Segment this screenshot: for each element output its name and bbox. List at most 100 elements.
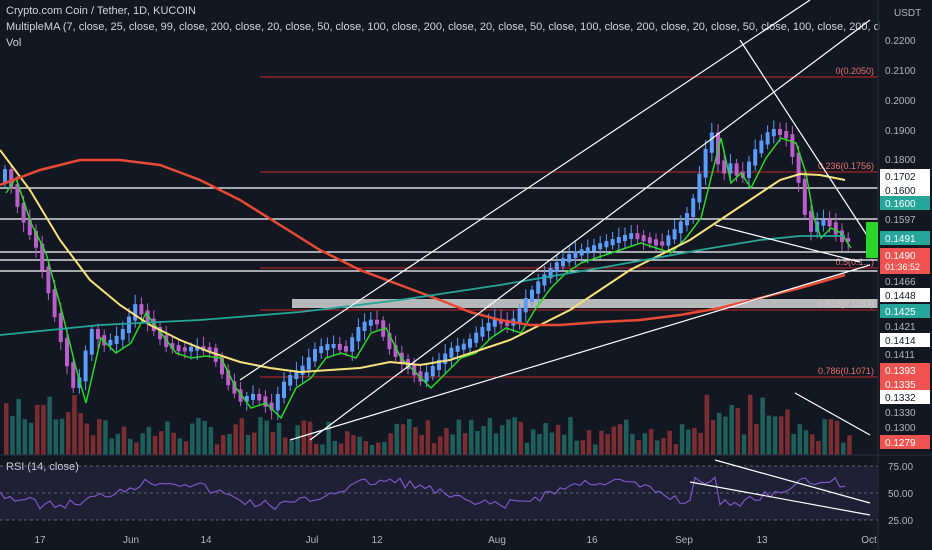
volume-bar (524, 442, 530, 455)
volume-bar (115, 433, 121, 455)
candle-body (654, 239, 658, 246)
volume-bar (183, 441, 189, 455)
volume-bar (636, 440, 641, 455)
volume-bar (469, 419, 474, 455)
candle-body (238, 389, 243, 402)
volume-bar (710, 420, 716, 455)
rsi-trendline (714, 459, 871, 504)
candle-body (480, 326, 485, 337)
volume-bar (239, 418, 245, 455)
candle-body (139, 304, 144, 315)
volume-bar (140, 433, 145, 455)
ma-study-label: MultipleMA (7, close, 25, close, 99, clo… (6, 21, 880, 33)
candle-body (15, 184, 20, 207)
volume-bar (766, 415, 772, 455)
volume-bar (97, 419, 102, 455)
price-tick: 0.1330 (885, 408, 916, 419)
time-tick: Oct (861, 535, 877, 546)
volume-bar (165, 421, 170, 455)
time-tick: 12 (371, 535, 383, 546)
volume-bar (270, 431, 276, 455)
candle-body (784, 131, 789, 139)
volume-bar (407, 418, 412, 455)
volume-bar (512, 417, 517, 455)
price-tick: 0.1702 (885, 172, 916, 183)
price-tag (880, 435, 930, 449)
volume-bar (456, 419, 462, 455)
candle-body (232, 381, 237, 394)
volume-bar (555, 424, 561, 455)
candle-body (207, 347, 212, 352)
candle-body (685, 213, 689, 226)
candle-body (629, 233, 634, 239)
volume-bar (22, 419, 28, 455)
candle-body (114, 335, 119, 344)
volume-bar (754, 423, 759, 455)
volume-bar (630, 433, 635, 455)
volume-bar (493, 433, 499, 455)
volume-bar (593, 444, 598, 455)
candle-body (523, 298, 528, 313)
fib-label: 0(0.2050) (835, 66, 874, 76)
volume-bar (431, 443, 437, 455)
volume-bar (717, 412, 722, 455)
candle-body (189, 346, 193, 352)
candle-body (709, 132, 714, 153)
candle-body (387, 332, 392, 350)
candle-body (27, 218, 32, 235)
candle-body (170, 343, 175, 350)
candle-body (393, 345, 398, 357)
candle-body (722, 160, 727, 174)
candle-body (151, 318, 156, 331)
volume-bar (376, 442, 381, 455)
ma-teal-line (0, 235, 845, 336)
fib-label: 0.236(0.1756) (818, 161, 874, 171)
volume-bar (791, 434, 796, 455)
candle-body (846, 238, 851, 242)
time-axis: 17 Jun 14 Jul 12 Aug 16 Sep 13 Oct (34, 535, 877, 546)
candle-body (660, 241, 665, 246)
volume-bar (301, 420, 307, 455)
time-tick: Jun (123, 535, 139, 546)
candle-body (96, 329, 100, 340)
volume-bar (307, 421, 313, 455)
volume-bar (59, 418, 65, 455)
candle-body (294, 370, 299, 380)
candle-body (455, 345, 460, 352)
candle-body (809, 210, 813, 232)
volume-bar (574, 440, 579, 455)
volume-bar (152, 435, 158, 455)
volume-bar (146, 426, 152, 455)
price-tag (880, 169, 930, 183)
candle-body (424, 372, 429, 382)
price-tick: 0.2200 (885, 36, 916, 47)
volume-bar (741, 434, 747, 455)
volume-bar (500, 425, 505, 455)
volume-bar (382, 441, 387, 455)
candle-body (641, 235, 646, 242)
volume-bar (531, 429, 536, 455)
price-tag (880, 231, 930, 245)
bar-countdown: 01:36:52 (885, 262, 920, 272)
price-tick: 0.1800 (885, 155, 916, 166)
volume-bar (159, 431, 164, 455)
candle-body (300, 365, 305, 375)
volume-bar (177, 438, 183, 455)
candle-body (46, 266, 51, 294)
trendline (714, 224, 861, 263)
volume-bar (772, 416, 778, 455)
candle-body (486, 322, 491, 331)
candle-body (461, 343, 466, 350)
volume-bar (667, 430, 672, 455)
candle-body (288, 375, 293, 386)
volume-bar (351, 435, 356, 455)
volume-bar (698, 432, 703, 455)
volume-bar (419, 434, 424, 455)
candle-body (176, 345, 181, 352)
candle-body (536, 281, 541, 294)
candle-body (430, 366, 435, 377)
price-tick: 0.1600 (885, 186, 916, 197)
volume-bar (661, 437, 666, 455)
candle-body (9, 169, 14, 189)
